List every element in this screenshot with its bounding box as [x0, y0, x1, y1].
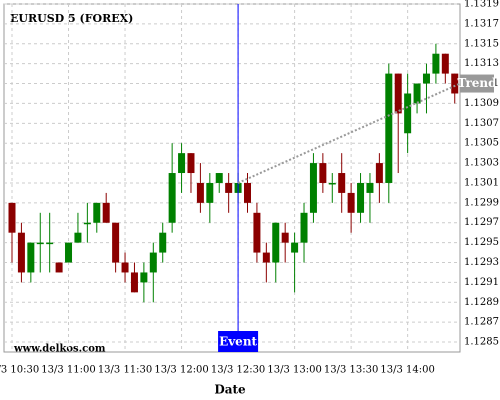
candle-body	[357, 182, 365, 213]
chart-title: EURUSD 5 (FOREX)	[10, 12, 133, 25]
y-tick-label: 1.1301	[464, 177, 499, 188]
candle-body	[422, 73, 430, 84]
candle-body	[149, 252, 157, 273]
y-tick-label: 1.1287	[464, 317, 499, 328]
candle-body	[347, 192, 355, 213]
x-tick-label: 13/3 12:00	[154, 365, 208, 376]
y-tick-label: 1.1303	[464, 158, 499, 169]
y-tick-label: 1.1293	[464, 257, 499, 268]
x-tick-label: 13/3 12:30	[211, 365, 265, 376]
candle-body	[36, 242, 44, 245]
candle-body	[309, 163, 317, 213]
candle-body	[178, 153, 186, 174]
candle-body	[300, 212, 308, 243]
candle-body	[8, 202, 16, 233]
y-tick-label: 1.1309	[464, 98, 499, 109]
x-tick-label: 13/3 14:00	[380, 365, 434, 376]
candle-body	[121, 262, 129, 273]
candle-body	[74, 232, 82, 243]
y-tick-label: 1.1285	[464, 337, 499, 348]
candle-body	[366, 182, 374, 193]
candle-body	[441, 53, 449, 74]
candle-body	[244, 182, 251, 203]
candle-body	[27, 242, 35, 273]
y-tick-label: 1.1313	[464, 58, 499, 69]
candle-body	[196, 182, 204, 203]
candle-body	[65, 242, 73, 263]
candle-body	[140, 272, 148, 283]
x-tick-label: 13/3 13:30	[324, 365, 378, 376]
event-label-box	[218, 331, 259, 352]
event-label: Event	[219, 335, 257, 349]
candle-body	[187, 153, 195, 174]
candle-body	[102, 202, 110, 223]
plot-area	[3, 3, 461, 353]
x-axis-label: Date	[214, 383, 246, 397]
y-tick-label: 1.1291	[464, 277, 499, 288]
candle-body	[385, 73, 393, 183]
candle-body	[404, 93, 412, 134]
candle-body	[206, 182, 214, 203]
candle-body	[338, 173, 346, 193]
candle-body	[262, 252, 270, 263]
candle-body	[281, 232, 289, 243]
candle-body	[159, 232, 167, 253]
candle-body	[272, 222, 280, 263]
y-tick-label: 1.1299	[464, 197, 499, 208]
candle-body	[168, 173, 176, 223]
candle-body	[319, 163, 327, 183]
y-tick-label: 1.1317	[464, 18, 499, 29]
candle-body	[130, 272, 138, 293]
y-tick-label: 1.1295	[464, 237, 499, 248]
y-tick-label: 1.1297	[464, 217, 499, 228]
candle-body	[93, 202, 101, 223]
candle-body	[451, 73, 459, 94]
candle-body	[394, 73, 402, 114]
candle-body	[112, 222, 120, 263]
candle-body	[17, 232, 25, 273]
candle-body	[55, 262, 63, 273]
candle-body	[83, 222, 91, 225]
trend-line	[237, 82, 461, 184]
y-tick-label: 1.1319	[464, 0, 499, 10]
candle-body	[328, 182, 336, 185]
x-tick-label: 13/3 10:30	[0, 365, 39, 376]
candle-body	[413, 83, 421, 104]
x-tick-label: 13/3 11:00	[41, 365, 95, 376]
trend-label: Trend	[457, 76, 497, 90]
candle-body	[432, 53, 440, 74]
candle-body	[291, 242, 299, 253]
candle-body	[253, 212, 261, 253]
candle-body	[375, 163, 383, 183]
candle-body	[225, 182, 233, 193]
y-tick-label: 1.1289	[464, 297, 499, 308]
candle-body	[46, 242, 54, 245]
x-tick-label: 13/3 13:00	[267, 365, 321, 376]
x-tick-label: 13/3 11:30	[98, 365, 152, 376]
y-tick-label: 1.1305	[464, 138, 499, 149]
candle-body	[215, 173, 223, 183]
trend-label-box	[460, 74, 494, 93]
y-tick-label: 1.1307	[464, 118, 499, 129]
y-tick-label: 1.1315	[464, 38, 499, 49]
watermark: www.delkos.com	[13, 344, 106, 355]
